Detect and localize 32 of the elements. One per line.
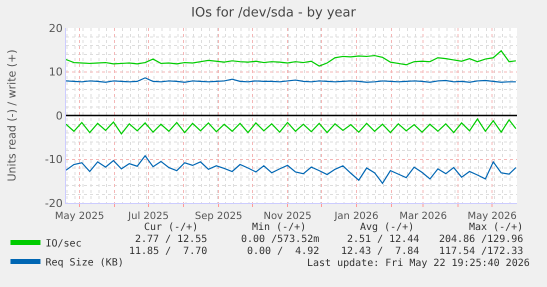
x-tick-label: Jul 2025 bbox=[127, 211, 169, 222]
y-tick-label: 20 bbox=[48, 22, 63, 35]
text: 12.43 / 7.84 bbox=[341, 246, 420, 257]
text: 117.54 /172.33 bbox=[439, 246, 524, 257]
text: Cur (-/+) bbox=[144, 222, 198, 233]
text: 11.85 / 7.70 bbox=[129, 246, 208, 257]
text: Avg (-/+) bbox=[360, 222, 414, 233]
line-series bbox=[66, 118, 516, 134]
legend-label: Req Size (KB) bbox=[45, 257, 124, 268]
text: 0.00 / 4.92 bbox=[247, 246, 320, 257]
x-tick-label: May 2026 bbox=[467, 211, 517, 222]
text: Max (-/+) bbox=[469, 222, 524, 233]
line-series bbox=[66, 155, 516, 184]
y-axis-title: Units read (-) / write (+) bbox=[6, 49, 18, 182]
chart-title: IOs for /dev/sda - by year bbox=[191, 6, 357, 21]
x-tick-label: Sep 2025 bbox=[194, 211, 242, 222]
text: 2.51 / 12.44 bbox=[347, 234, 420, 245]
y-tick-label: -20 bbox=[44, 196, 63, 210]
text: Last update: Fri May 22 19:25:40 2026 bbox=[307, 258, 530, 269]
text: 204.86 /129.96 bbox=[439, 234, 524, 245]
legend-label: IO/sec bbox=[45, 238, 82, 250]
y-tick-label: 0 bbox=[56, 109, 63, 122]
text: 0.00 /573.52m bbox=[241, 234, 320, 245]
line-series bbox=[66, 50, 516, 67]
x-tick-label: Nov 2025 bbox=[263, 211, 312, 222]
text: 2.77 / 12.55 bbox=[135, 234, 208, 245]
x-tick-label: May 2025 bbox=[54, 211, 104, 222]
y-tick-label: -10 bbox=[44, 153, 63, 166]
y-tick-label: 10 bbox=[48, 66, 63, 79]
text: Min (-/+) bbox=[252, 222, 306, 233]
x-tick-label: Jan 2026 bbox=[333, 211, 379, 222]
x-tick-label: Mar 2026 bbox=[399, 211, 447, 222]
